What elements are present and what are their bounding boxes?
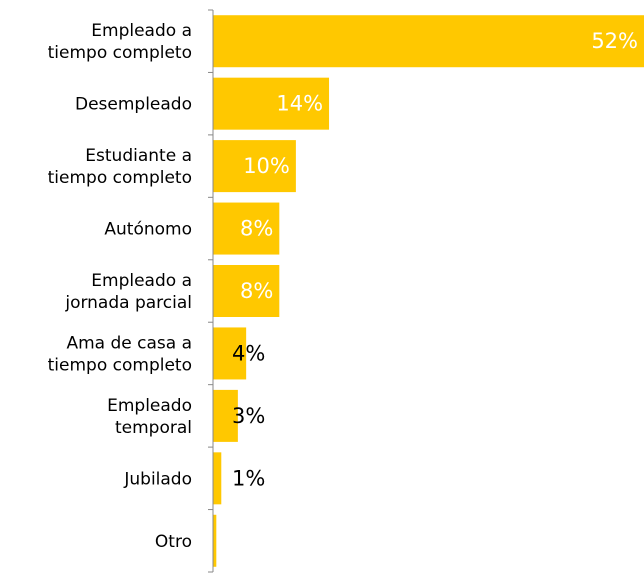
value-label: 52% xyxy=(591,29,638,53)
value-label: 14% xyxy=(276,92,323,116)
bar xyxy=(213,514,217,567)
category-label: Desempleado xyxy=(75,95,192,115)
category-label: Autónomo xyxy=(104,220,192,240)
value-label: 3% xyxy=(232,404,265,428)
bar xyxy=(213,15,644,68)
bar xyxy=(213,389,238,442)
category-label: Jubilado xyxy=(123,469,192,489)
value-label: 8% xyxy=(240,279,273,303)
value-label: 0% xyxy=(232,529,265,553)
category-label: Empleado temporal xyxy=(107,396,192,438)
value-label: 1% xyxy=(232,466,265,490)
bar xyxy=(213,77,330,130)
category-label: Ama de casa a tiempo completo xyxy=(48,333,192,375)
category-label: Empleado a jornada parcial xyxy=(64,271,192,313)
value-label: 4% xyxy=(232,341,265,365)
bar xyxy=(213,202,280,255)
category-label: Estudiante a tiempo completo xyxy=(48,146,192,188)
value-label: 8% xyxy=(240,217,273,241)
category-label: Empleado a tiempo completo xyxy=(48,21,192,63)
bar xyxy=(213,265,280,317)
value-label: 10% xyxy=(243,154,290,178)
bar xyxy=(213,140,296,193)
bar xyxy=(213,452,222,505)
category-label: Otro xyxy=(155,532,192,552)
bar xyxy=(213,327,247,380)
